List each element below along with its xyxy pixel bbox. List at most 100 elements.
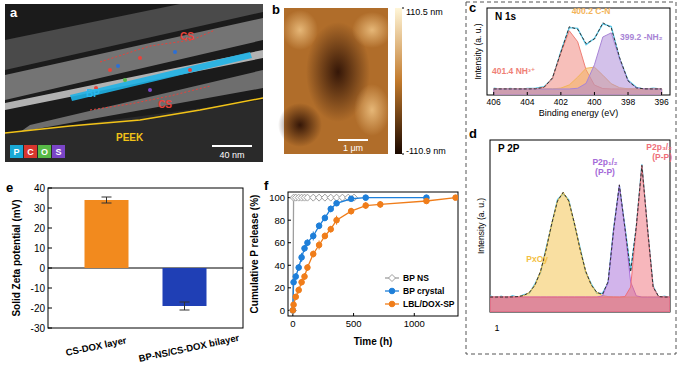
y-tick-label: -30 (31, 323, 46, 334)
cs-outline (90, 86, 210, 110)
spectrum-panel: 401.4 NH³⁺400.2 C-N399.2 -NH₂40640440240… (469, 0, 670, 118)
peak-label: P2p₁/₂(P-P) (592, 157, 617, 177)
spectrum-line (490, 165, 670, 297)
spectrum-panel: PxOyP2p₁/₂(P-P)P2p₃/₂(P-P)dP 2PIntensity… (469, 126, 672, 333)
data-point (290, 308, 296, 314)
sem-background (5, 4, 263, 162)
data-point (328, 226, 334, 232)
data-point (316, 242, 322, 248)
category-label: CS-DOX layer (65, 334, 128, 358)
plot-frame (490, 140, 670, 312)
scale-bar (212, 145, 252, 147)
data-point (291, 302, 297, 308)
peak-label: 401.4 NH³⁺ (492, 66, 535, 76)
element-key-label: O (41, 147, 48, 157)
data-point (310, 251, 316, 257)
afm-panel: b 1 μm 110.5 nm -110.9 nm (272, 2, 446, 156)
y-tick-label: 30 (34, 203, 46, 214)
bar (163, 268, 207, 306)
panel-border (466, 2, 676, 354)
plot-frame (48, 188, 243, 328)
colorbar (395, 8, 402, 154)
colorbar-label: -110.9 nm (406, 146, 446, 156)
y-tick-label: 40 (274, 260, 285, 271)
peak-area (494, 33, 662, 95)
element-key-swatch (38, 145, 51, 158)
category-label: BP-NS/CS-DOX bilayer (138, 332, 241, 364)
peak-area (490, 165, 670, 312)
element-dot (138, 56, 142, 60)
image-label: CS (158, 99, 172, 110)
line-panel: 02040608010005001000BP NSBP crystalLBL/D… (249, 178, 458, 347)
image-label: CS (180, 31, 194, 42)
x-axis-label: Time (h) (354, 336, 393, 347)
data-point (334, 217, 340, 223)
image-label: BP (86, 88, 100, 99)
scale-bar (338, 139, 368, 141)
element-key-swatch (24, 145, 37, 158)
error-bar (102, 197, 112, 203)
x-tick-label: 396 (655, 97, 669, 107)
y-tick (288, 265, 291, 266)
y-tick-label: 80 (274, 215, 285, 226)
afm-peak (352, 12, 392, 48)
data-point (305, 240, 311, 246)
element-key-label: P (13, 147, 19, 157)
x-tick-label: 402 (554, 97, 568, 107)
data-point (328, 206, 334, 212)
afm-valley (278, 103, 322, 147)
legend-marker (389, 275, 396, 282)
data-point (334, 200, 340, 206)
x-tick (628, 92, 629, 95)
y-tick (48, 228, 52, 229)
scale-bar-label: 1 μm (343, 143, 363, 153)
peak-label-line: (P-P) (652, 152, 672, 162)
x-tick (527, 92, 528, 95)
y-tick-label: 0 (39, 263, 45, 274)
y-tick (288, 242, 291, 243)
peak-label-line: P2p₃/₂ (646, 142, 672, 152)
peak-label: PxOy (526, 254, 548, 264)
y-tick-label: 100 (269, 192, 285, 203)
plot-data (289, 194, 458, 314)
x-tick-label: 500 (346, 318, 362, 329)
data-point (348, 196, 354, 202)
error-bar-stem (184, 302, 185, 310)
data-point (310, 233, 316, 239)
y-tick (48, 328, 52, 329)
legend-marker (389, 301, 395, 307)
colorbar-tick (402, 8, 404, 9)
data-point (293, 274, 299, 280)
data-point (348, 208, 354, 214)
plot-frame (288, 192, 458, 316)
data-point (363, 195, 369, 201)
sem-panel: aCSBPCSPEEKPCOS40 nm (5, 4, 263, 162)
bar (85, 200, 129, 268)
element-dot (123, 78, 127, 82)
legend-label: BP NS (403, 273, 429, 283)
element-key-label: C (27, 147, 34, 157)
panel-label: b (272, 2, 280, 17)
plot-data (490, 164, 670, 312)
y-axis-label: Intensity (a. u.) (473, 23, 483, 79)
panel-label: d (469, 126, 477, 141)
element-dot (173, 50, 177, 54)
spectrum-title: N 1s (495, 11, 517, 22)
data-point (299, 279, 305, 285)
data-point (291, 279, 297, 285)
afm-peak (282, 10, 318, 50)
zero-line (48, 268, 243, 269)
data-point (363, 203, 369, 209)
data-point (377, 202, 383, 208)
colorbar-tick (402, 154, 404, 155)
data-point (302, 246, 308, 252)
data-point (316, 223, 322, 229)
data-point (290, 308, 296, 314)
data-point (453, 195, 458, 201)
series-line (293, 198, 456, 311)
panel-label: c (469, 0, 476, 15)
element-dot (116, 64, 120, 68)
data-point (299, 255, 305, 261)
panel-label: e (6, 180, 13, 195)
colorbar-label: 110.5 nm (406, 7, 443, 17)
